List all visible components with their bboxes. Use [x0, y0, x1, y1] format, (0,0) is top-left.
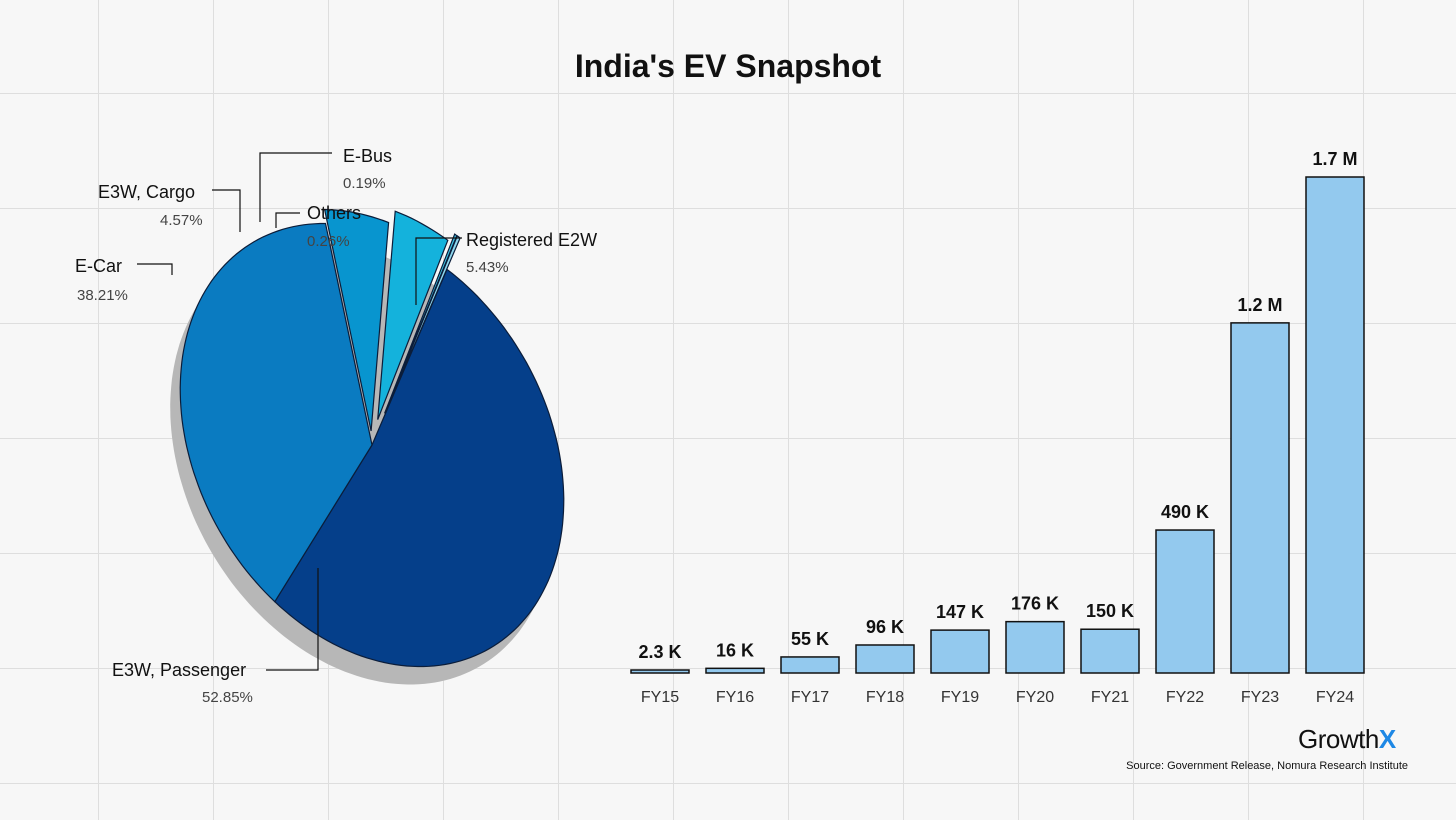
- bar-value-fy19: 147 K: [936, 602, 984, 622]
- bar-value-fy16: 16 K: [716, 640, 754, 660]
- pie-slice-e-car: [323, 208, 390, 432]
- bar-category-fy19: FY19: [941, 689, 979, 706]
- pie-pct-e-bus: 0.19%: [343, 175, 386, 192]
- growthx-logo: GrowthX: [1298, 724, 1396, 755]
- bar-fy20: [1005, 620, 1065, 674]
- bar-fy19: [930, 629, 990, 674]
- bar-value-fy22: 490 K: [1161, 502, 1209, 522]
- chart-title: India's EV Snapshot: [574, 48, 882, 84]
- bar-fy16: [705, 667, 765, 674]
- bar-value-fy23: 1.2 M: [1237, 295, 1282, 315]
- bar-category-fy17: FY17: [791, 689, 829, 706]
- bar-value-fy20: 176 K: [1011, 594, 1059, 614]
- bar-category-fy22: FY22: [1166, 689, 1204, 706]
- bar-value-fy17: 55 K: [791, 629, 829, 649]
- leader-line-e3w-passenger: [266, 568, 319, 671]
- leader-line-e3w-cargo: [212, 189, 241, 232]
- leader-line-e-bus: [259, 152, 332, 222]
- pie-pct-e3w-cargo: 4.57%: [160, 212, 203, 229]
- bar-fy24: [1305, 176, 1365, 674]
- bar-category-fy16: FY16: [716, 689, 754, 706]
- bar-category-fy15: FY15: [641, 689, 679, 706]
- leader-line-others: [275, 212, 300, 228]
- bar-fy17: [780, 656, 840, 674]
- logo-text: Growth: [1298, 724, 1379, 754]
- bar-category-fy18: FY18: [866, 689, 904, 706]
- pie-slice-others: [384, 234, 461, 414]
- bar-value-fy24: 1.7 M: [1312, 149, 1357, 169]
- pie-pct-e3w-passenger: 52.85%: [202, 689, 253, 706]
- bar-value-fy21: 150 K: [1086, 601, 1134, 621]
- bar-value-fy15: 2.3 K: [638, 642, 681, 662]
- bar-fy18: [855, 644, 915, 674]
- bar-category-fy20: FY20: [1016, 689, 1054, 706]
- pie-label-e3w-cargo: E3W, Cargo: [98, 182, 195, 202]
- bar-fy15: [630, 669, 690, 674]
- pie-slice-e3w-cargo: [377, 210, 449, 420]
- pie-pct-others: 0.26%: [307, 233, 350, 250]
- pie-slice-registered-e2w: [274, 268, 565, 668]
- pie-label-registered-e2w: Registered E2W: [466, 230, 597, 250]
- leader-line-registered-e2w: [415, 237, 462, 305]
- bar-category-fy23: FY23: [1241, 689, 1279, 706]
- pie-label-e-car: E-Car: [75, 256, 122, 276]
- logo-x-mark: X: [1378, 724, 1396, 754]
- leader-line-e-car: [137, 263, 173, 275]
- pie-chart: [170, 208, 565, 685]
- pie-labels: Registered E2W 5.43% E3W, Passenger 52.85% E…: [75, 146, 597, 706]
- pie-slice-e3w-passenger: [179, 222, 373, 603]
- bar-chart: 2.3 K FY15 16 K FY16 55 K FY17 96 K FY18 147 K FY…: [630, 149, 1365, 706]
- bar-category-fy24: FY24: [1316, 689, 1354, 706]
- pie-label-e-bus: E-Bus: [343, 146, 392, 166]
- pie-label-others: Others: [307, 203, 361, 223]
- bar-fy22: [1155, 529, 1215, 674]
- bar-category-fy21: FY21: [1091, 689, 1129, 706]
- pie-label-e3w-passenger: E3W, Passenger: [112, 660, 246, 680]
- bar-fy23: [1230, 322, 1290, 674]
- bar-fy21: [1080, 628, 1140, 674]
- bar-value-fy18: 96 K: [866, 617, 904, 637]
- pie-pct-e-car: 38.21%: [77, 287, 128, 304]
- pie-pct-registered-e2w: 5.43%: [466, 259, 509, 276]
- source-note: Source: Government Release, Nomura Resea…: [1126, 760, 1408, 772]
